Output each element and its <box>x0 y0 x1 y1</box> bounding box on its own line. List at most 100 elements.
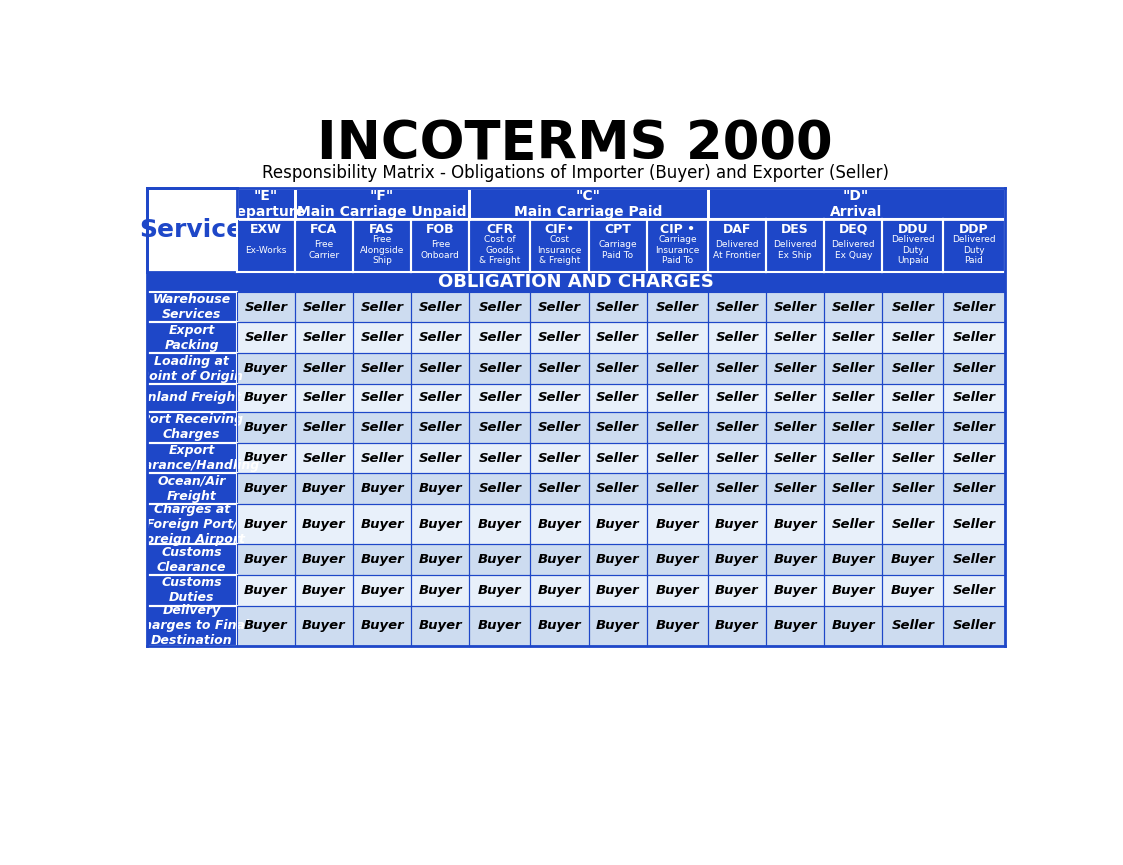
Bar <box>237 544 295 575</box>
Text: Seller: Seller <box>892 619 934 632</box>
Text: Seller: Seller <box>596 331 639 344</box>
Bar <box>237 189 295 220</box>
Text: Seller: Seller <box>892 420 934 433</box>
Bar <box>147 384 237 412</box>
Bar <box>353 220 411 272</box>
Text: Seller: Seller <box>952 483 995 496</box>
Bar <box>647 323 707 353</box>
Bar <box>411 575 469 606</box>
Bar <box>295 323 353 353</box>
Text: Buyer: Buyer <box>302 483 346 496</box>
Text: Delivered
At Frontier: Delivered At Frontier <box>713 240 760 260</box>
Text: Buyer: Buyer <box>774 553 816 566</box>
Text: Delivered
Ex Ship: Delivered Ex Ship <box>774 240 816 260</box>
Bar <box>883 412 943 443</box>
Bar <box>530 606 588 646</box>
Text: Buyer: Buyer <box>360 553 404 566</box>
Bar <box>295 353 353 384</box>
Bar <box>824 292 883 323</box>
Bar <box>353 443 411 473</box>
Text: Seller: Seller <box>360 452 403 465</box>
Text: Export
Packing: Export Packing <box>164 324 219 352</box>
Text: Seller: Seller <box>774 300 816 314</box>
Text: Free
Alongside
Ship: Free Alongside Ship <box>360 235 404 265</box>
Text: Buyer: Buyer <box>244 420 287 433</box>
Text: Buyer: Buyer <box>244 553 287 566</box>
Bar <box>295 504 353 544</box>
Text: Seller: Seller <box>952 420 995 433</box>
Bar <box>588 292 647 323</box>
Bar <box>824 544 883 575</box>
Text: Customs
Clearance: Customs Clearance <box>157 546 227 573</box>
Text: Seller: Seller <box>302 392 346 405</box>
Text: "C"
Main Carriage Paid: "C" Main Carriage Paid <box>514 189 663 219</box>
Bar <box>469 220 530 272</box>
Text: Seller: Seller <box>656 392 699 405</box>
Bar <box>707 606 766 646</box>
Bar <box>824 443 883 473</box>
Text: "F"
Main Carriage Unpaid: "F" Main Carriage Unpaid <box>298 189 467 219</box>
Bar <box>237 353 295 384</box>
Text: Buyer: Buyer <box>538 518 582 531</box>
Bar <box>588 384 647 412</box>
Bar <box>943 606 1004 646</box>
Bar <box>530 504 588 544</box>
Text: Cost of
Goods
& Freight: Cost of Goods & Freight <box>480 235 521 265</box>
Text: Seller: Seller <box>596 362 639 375</box>
Text: Seller: Seller <box>715 420 758 433</box>
Text: Loading at
Point of Origin: Loading at Point of Origin <box>140 355 243 382</box>
Bar <box>588 220 647 272</box>
Text: "D"
Arrival: "D" Arrival <box>830 189 883 219</box>
Text: Seller: Seller <box>596 392 639 405</box>
Text: Free
Onboard: Free Onboard <box>421 240 459 260</box>
Text: Seller: Seller <box>478 300 521 314</box>
Bar <box>147 412 237 443</box>
Text: DDU: DDU <box>897 223 928 236</box>
Text: Seller: Seller <box>892 362 934 375</box>
Bar <box>943 220 1004 272</box>
Bar <box>824 575 883 606</box>
Bar <box>943 443 1004 473</box>
Bar <box>588 544 647 575</box>
Text: Buyer: Buyer <box>656 619 700 632</box>
Bar <box>295 292 353 323</box>
Text: Seller: Seller <box>478 362 521 375</box>
Text: Seller: Seller <box>538 452 581 465</box>
Text: "E"
Departure: "E" Departure <box>226 189 305 219</box>
Text: Seller: Seller <box>360 300 403 314</box>
Text: Seller: Seller <box>302 362 346 375</box>
Text: FAS: FAS <box>369 223 395 236</box>
Bar <box>588 473 647 504</box>
Text: Buyer: Buyer <box>302 518 346 531</box>
Bar <box>707 504 766 544</box>
Text: Buyer: Buyer <box>302 584 346 597</box>
Bar <box>766 292 824 323</box>
Bar <box>530 220 588 272</box>
Text: Seller: Seller <box>774 483 816 496</box>
Bar <box>411 323 469 353</box>
Bar <box>707 412 766 443</box>
Text: Buyer: Buyer <box>478 584 522 597</box>
Text: Buyer: Buyer <box>478 619 522 632</box>
Bar <box>588 353 647 384</box>
Text: Seller: Seller <box>360 362 403 375</box>
Bar <box>647 443 707 473</box>
Bar <box>647 353 707 384</box>
Bar <box>707 323 766 353</box>
Bar <box>588 412 647 443</box>
Text: Buyer: Buyer <box>596 553 639 566</box>
Bar <box>147 544 237 575</box>
Bar <box>295 220 353 272</box>
Text: Warehouse
Services: Warehouse Services <box>153 293 231 321</box>
Text: Seller: Seller <box>478 420 521 433</box>
Text: Seller: Seller <box>892 331 934 344</box>
Bar <box>295 443 353 473</box>
Text: Buyer: Buyer <box>360 518 404 531</box>
Bar <box>943 473 1004 504</box>
Bar <box>237 606 295 646</box>
Text: Seller: Seller <box>419 392 462 405</box>
Bar <box>707 220 766 272</box>
Bar <box>530 323 588 353</box>
Bar <box>943 384 1004 412</box>
Text: FCA: FCA <box>310 223 338 236</box>
